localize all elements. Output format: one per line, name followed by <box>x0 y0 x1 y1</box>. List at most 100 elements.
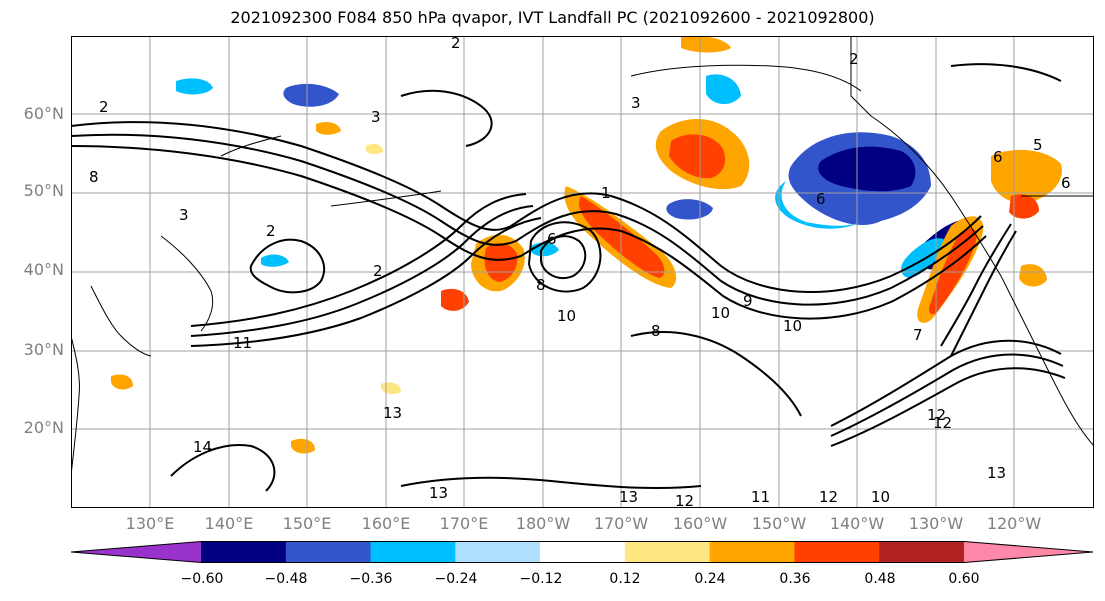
colorbar-segment <box>540 541 626 563</box>
contour-low-mid-2 <box>527 221 602 293</box>
contour-label: 8 <box>536 276 546 294</box>
shade-orange-ne <box>991 149 1062 203</box>
shade-orange-small2 <box>291 438 315 454</box>
lon-label-170e: 170°E <box>439 514 489 533</box>
lon-label-160e: 160°E <box>361 514 411 533</box>
colorbar-segment <box>709 541 795 563</box>
contour-south-2 <box>630 331 802 417</box>
lon-label-150e: 150°E <box>282 514 332 533</box>
coast-asia <box>71 335 80 477</box>
contour-label: 2 <box>849 50 859 68</box>
shade-red-small <box>441 288 469 311</box>
colorbar-segments <box>71 541 1093 563</box>
contour-coast-1 <box>950 230 1017 357</box>
map-border <box>71 36 1094 508</box>
contour-se-1 <box>830 339 1062 427</box>
contour-label: 9 <box>743 292 753 310</box>
contour-low-mid <box>540 235 587 280</box>
shade-orange-small4 <box>1019 264 1047 287</box>
lon-label-170w: 170°W <box>593 514 649 533</box>
contour-west-2 <box>190 205 534 337</box>
coast-aleutians <box>330 190 442 207</box>
contour-se-2 <box>830 353 1064 437</box>
coast-korea <box>90 285 152 357</box>
shade-red-patch <box>669 134 726 179</box>
shade-orange-small3 <box>111 374 133 390</box>
shade-cyan-north <box>706 74 741 105</box>
shade-yellow-small1 <box>366 144 383 155</box>
contour-label: 12 <box>933 414 952 432</box>
colorbar-extend-low <box>71 541 201 563</box>
colorbar-tick-label: 0.48 <box>864 571 896 587</box>
colorbar-tick-label: −0.36 <box>349 571 393 587</box>
lat-label-50n: 50°N <box>23 181 64 200</box>
coast-northamerica <box>850 36 1094 447</box>
map-plot-area: 2 3 2 3 1 8 3 2 2 6 8 10 11 10 9 8 10 6 … <box>71 36 1094 508</box>
colorbar-segment <box>624 541 711 563</box>
contour-se-3 <box>830 367 1066 447</box>
lon-label-180w: 180°W <box>515 514 571 533</box>
contour-label: 6 <box>993 148 1003 166</box>
lon-label-140w: 140°W <box>829 514 885 533</box>
contour-jet-1 <box>71 121 982 294</box>
contour-label: 2 <box>373 262 383 280</box>
coast-alaska <box>630 64 862 92</box>
contour-label: 6 <box>1061 174 1071 192</box>
contour-label: 8 <box>651 322 661 340</box>
contour-label: 3 <box>631 94 641 112</box>
graticule <box>71 36 1094 508</box>
contour-south-1 <box>400 476 702 490</box>
shade-cyan-patch-east <box>901 238 946 278</box>
lat-label-30n: 30°N <box>23 340 64 359</box>
contour-west-1 <box>190 193 527 327</box>
colorbar-segment <box>455 541 541 563</box>
contour-label: 3 <box>179 206 189 224</box>
contour-label: 13 <box>429 484 448 502</box>
colorbar <box>71 541 1094 563</box>
colorbar-tick-label: −0.48 <box>264 571 308 587</box>
contour-label: 6 <box>816 190 826 208</box>
colorbar-segment <box>201 541 287 563</box>
contour-label: 13 <box>383 404 402 422</box>
map-title: 2021092300 F084 850 hPa qvapor, IVT Land… <box>230 8 875 27</box>
contour-jet-2 <box>71 133 984 306</box>
contour-label: 10 <box>557 307 576 325</box>
shade-orange-small1 <box>316 122 341 135</box>
contour-sw <box>170 444 276 492</box>
contour-north-1 <box>400 89 493 147</box>
colorbar-tick-label: −0.12 <box>519 571 563 587</box>
shade-red-coast <box>928 228 977 315</box>
contour-label: 12 <box>927 406 946 424</box>
contour-label: 10 <box>871 488 890 506</box>
colorbar-segment <box>285 541 372 563</box>
contours <box>71 63 1066 492</box>
contour-label: 2 <box>99 98 109 116</box>
contour-label: 12 <box>675 492 694 508</box>
colorbar-tick-label: 0.12 <box>609 571 641 587</box>
colorbar-segment <box>370 541 456 563</box>
colorbar-segment <box>879 541 965 563</box>
contour-label: 5 <box>1033 136 1043 154</box>
colorbar-extend-high <box>964 541 1093 563</box>
shade-blue-small <box>666 199 713 220</box>
lon-label-130e: 130°E <box>125 514 175 533</box>
contour-label: 8 <box>89 168 99 186</box>
contour-label: 13 <box>619 488 638 506</box>
shade-navy-patch <box>818 146 916 192</box>
contour-label: 11 <box>751 488 770 506</box>
contour-label: 13 <box>987 464 1006 482</box>
shade-cyan-west <box>261 254 289 267</box>
contour-west-3 <box>190 217 542 347</box>
contour-ne-1 <box>950 63 1062 82</box>
contour-label: 10 <box>783 317 802 335</box>
shade-red-ne <box>1009 194 1039 219</box>
lat-label-20n: 20°N <box>23 418 64 437</box>
lon-label-120w: 120°W <box>986 514 1042 533</box>
contour-label: 7 <box>913 326 923 344</box>
lon-label-160w: 160°W <box>672 514 728 533</box>
lon-label-150w: 150°W <box>751 514 807 533</box>
lat-label-40n: 40°N <box>23 260 64 279</box>
colorbar-tick-label: −0.24 <box>434 571 478 587</box>
lon-label-130w: 130°W <box>908 514 964 533</box>
colorbar-segment <box>794 541 880 563</box>
